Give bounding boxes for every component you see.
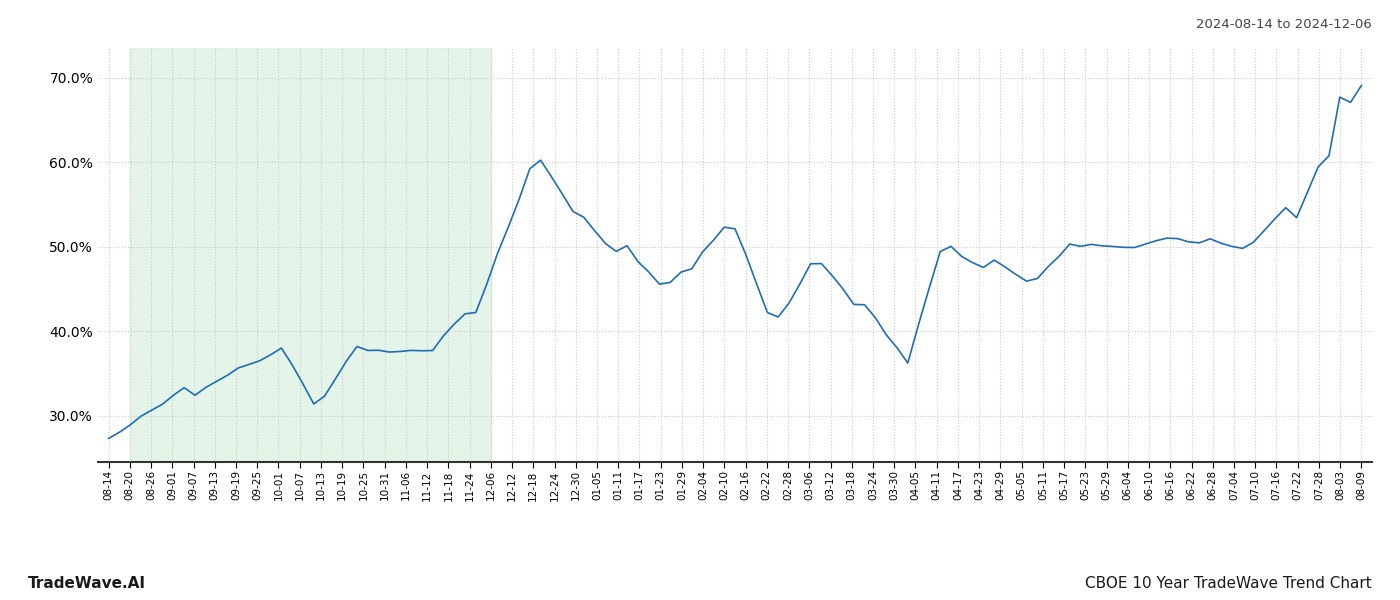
Bar	[130, 48, 491, 462]
Text: 2024-08-14 to 2024-12-06: 2024-08-14 to 2024-12-06	[1196, 18, 1372, 31]
Text: CBOE 10 Year TradeWave Trend Chart: CBOE 10 Year TradeWave Trend Chart	[1085, 576, 1372, 591]
Text: TradeWave.AI: TradeWave.AI	[28, 576, 146, 591]
